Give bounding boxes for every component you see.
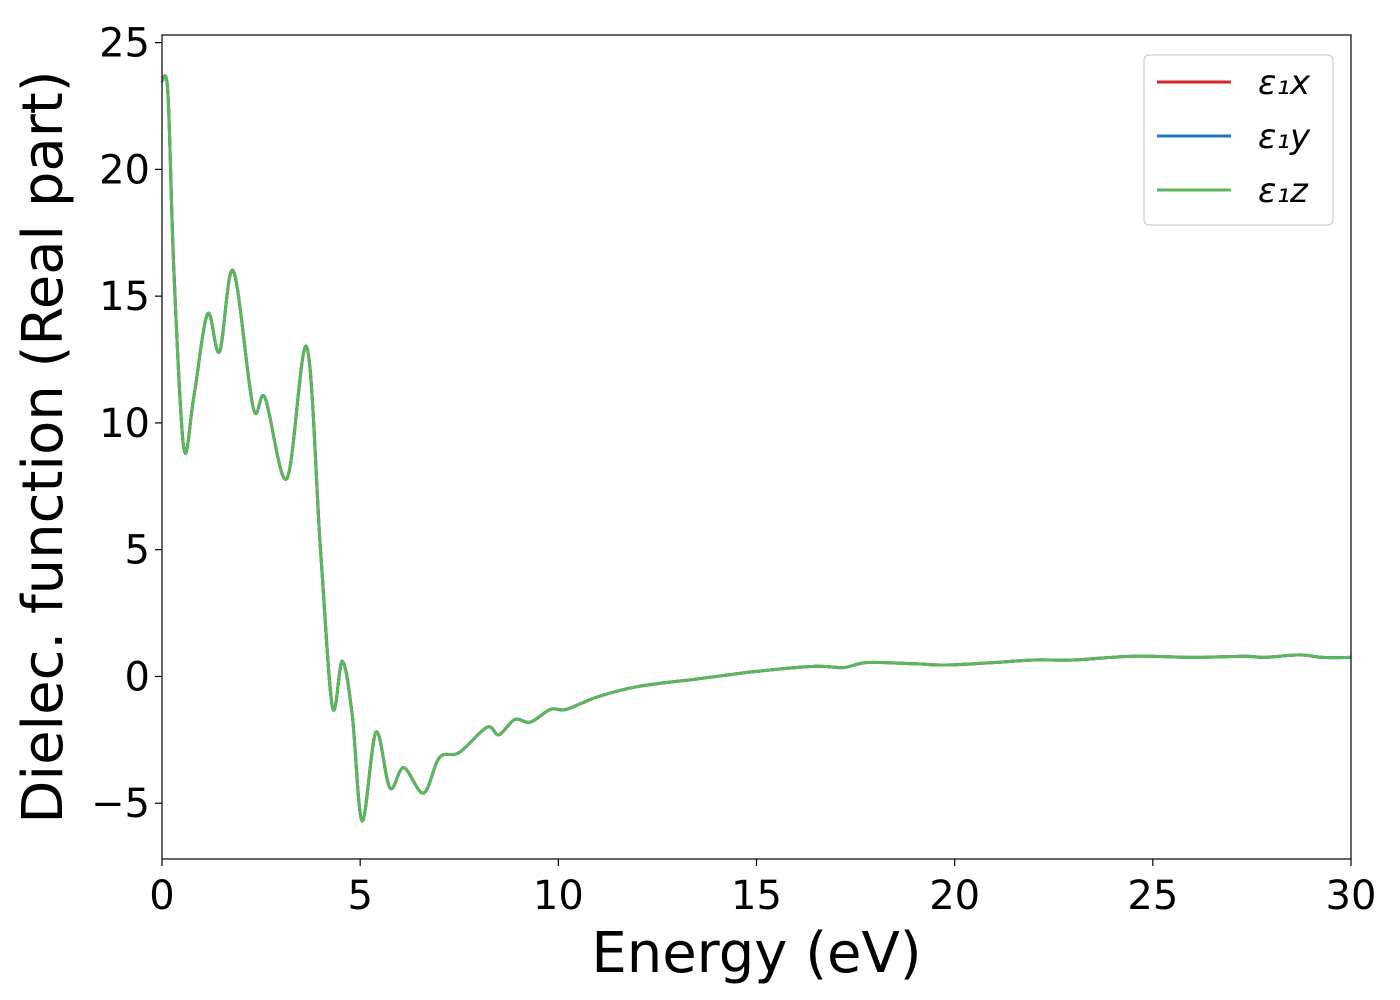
y-tick-label: 25 [99,21,150,67]
y-tick-label: −5 [91,781,150,827]
y-axis: −5 0 5 10 15 20 25 [91,21,162,827]
series-line-2 [160,74,1352,823]
x-tick-label: 20 [929,873,980,919]
y-tick-label: 20 [99,147,150,193]
y-tick-label: 0 [125,654,150,700]
y-tick-label: 10 [99,401,150,447]
legend-label: ε₁y [1258,117,1311,157]
x-axis-title: Energy (eV) [591,921,921,986]
legend-label: ε₁z [1258,171,1309,211]
x-tick-label: 15 [731,873,782,919]
x-tick-label: 5 [347,873,372,919]
x-tick-label: 25 [1127,873,1178,919]
series-layer [160,74,1352,823]
y-axis-title: Dielec. function (Real part) [11,70,76,823]
y-tick-label: 5 [125,528,150,574]
x-axis: 0 5 10 15 20 25 30 [149,859,1376,919]
y-tick-label: 15 [99,274,150,320]
legend-box [1143,54,1334,226]
x-tick-label: 30 [1326,873,1377,919]
x-tick-label: 10 [533,873,584,919]
legend: ε₁x ε₁y ε₁z [1143,54,1334,226]
legend-label: ε₁x [1258,63,1311,103]
x-tick-label: 0 [149,873,174,919]
